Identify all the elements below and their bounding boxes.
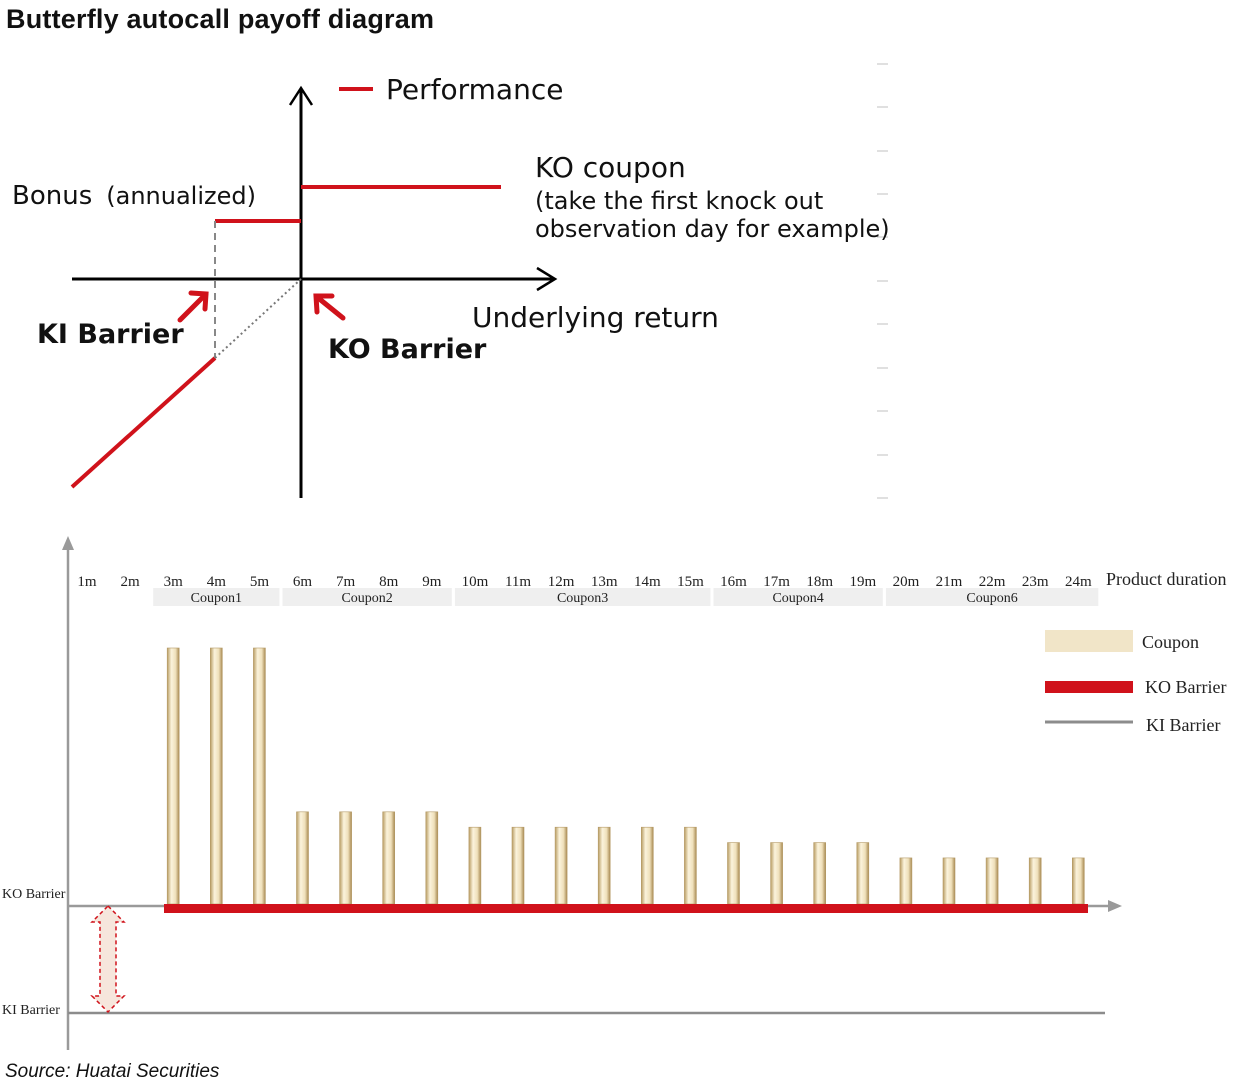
month-label: 6m — [293, 574, 313, 590]
coupon-pillar — [597, 826, 611, 905]
ko-coupon-note-line2: observation day for example) — [535, 215, 890, 243]
ko-barrier-legend-label: KO Barrier — [1145, 677, 1226, 697]
month-label: 22m — [979, 574, 1006, 590]
coupon-pillar — [339, 811, 352, 905]
month-label: 24m — [1065, 574, 1092, 590]
coupon-pillar — [942, 857, 956, 905]
ko-barrier-arrow-icon — [313, 293, 346, 321]
dotted-connector — [214, 278, 302, 359]
coupon-pillar — [425, 811, 439, 905]
coupon-pillar — [210, 647, 223, 905]
coupon-pillar — [468, 826, 482, 905]
month-label: 4m — [207, 574, 227, 590]
coupon-pillar — [813, 842, 827, 905]
month-label: 9m — [422, 574, 442, 590]
coupon-pillar — [253, 647, 266, 905]
month-label: 19m — [849, 574, 876, 590]
timeline-y-axis-arrowhead — [62, 536, 74, 550]
coupon-pillar — [166, 647, 180, 905]
month-label: 10m — [462, 574, 489, 590]
month-labels: 1m 2m 3m 4m 5m 6m 7m 8m 9m 10m 11m 12m 13m 14m 15m 16m 1… — [77, 574, 1092, 590]
coupon-pillar — [899, 857, 913, 905]
coupon-group-boxes: Coupon1 Coupon2 Coupon3 Coupon4 Coupon6 — [153, 588, 1099, 606]
bonus-label: Bonus (annualized) — [12, 181, 256, 211]
coupon-pillar — [554, 826, 568, 905]
coupon-pillar — [856, 842, 870, 905]
month-label: 7m — [336, 574, 356, 590]
ko-barrier-label: KO Barrier — [328, 334, 487, 365]
ko-coupon-note-line1: (take the first knock out — [535, 187, 823, 215]
payoff-x-axis-arrow — [536, 266, 558, 292]
payoff-y-axis-arrow — [288, 85, 314, 106]
payoff-chart: Performance Bonus (annualized) KO coupon … — [12, 63, 890, 499]
coupon-pillars — [166, 647, 1085, 905]
ki-barrier-label: KI Barrier — [37, 319, 184, 350]
month-label: 21m — [936, 574, 963, 590]
coupon-pillar — [727, 842, 740, 905]
ki-barrier-axis-label: KI Barrier — [2, 1003, 60, 1018]
month-label: 2m — [121, 574, 141, 590]
coupon-group-box — [713, 588, 883, 606]
coupon-group-box — [885, 588, 1099, 606]
month-label: 14m — [634, 574, 661, 590]
coupon-group-label: Coupon4 — [772, 591, 823, 606]
coupon-pillar — [770, 842, 783, 905]
month-label: 11m — [505, 574, 531, 590]
month-label: 12m — [548, 574, 575, 590]
underlying-return-label: Underlying return — [472, 301, 719, 334]
product-duration-label: Product duration — [1106, 569, 1226, 589]
performance-line-loss — [70, 356, 217, 489]
month-label: 1m — [77, 574, 97, 590]
month-label: 8m — [379, 574, 399, 590]
ko-barrier-legend-swatch — [1045, 681, 1133, 693]
month-label: 13m — [591, 574, 618, 590]
performance-legend-label: Performance — [386, 73, 563, 106]
coupon-pillar — [640, 826, 654, 905]
month-label: 23m — [1022, 574, 1049, 590]
ko-barrier-axis-label: KO Barrier — [2, 887, 66, 902]
month-label: 20m — [893, 574, 920, 590]
ko-coupon-title: KO coupon — [535, 151, 686, 184]
coupon-legend-label: Coupon — [1142, 632, 1199, 652]
coupon-pillar — [1072, 857, 1085, 905]
source-note: Source: Huatai Securities — [5, 1061, 220, 1082]
month-label: 5m — [250, 574, 270, 590]
coupon-group-box — [282, 588, 452, 606]
coupon-pillar — [296, 811, 309, 905]
month-label: 3m — [164, 574, 184, 590]
coupon-group-label: Coupon6 — [966, 591, 1017, 606]
coupon-group-box — [153, 588, 280, 606]
coupon-group-box — [454, 588, 711, 606]
month-label: 18m — [806, 574, 833, 590]
coupon-pillar — [382, 811, 396, 905]
page-title: Butterfly autocall payoff diagram — [6, 4, 435, 34]
coupon-group-label: Coupon2 — [341, 591, 392, 606]
ko-ki-gap-arrow-icon — [90, 904, 126, 1014]
ki-barrier-arrow-icon — [177, 290, 209, 323]
month-label: 17m — [763, 574, 790, 590]
timeline-chart: Coupon1 Coupon2 Coupon3 Coupon4 Coupon6 1m 2m… — [2, 536, 1226, 1050]
coupon-group-label: Coupon3 — [557, 591, 608, 606]
month-label: 15m — [677, 574, 704, 590]
bonus-label-paren: (annualized) — [106, 182, 256, 210]
month-label: 16m — [720, 574, 747, 590]
coupon-group-label: Coupon1 — [191, 591, 242, 606]
right-tick-marks — [877, 63, 888, 499]
bonus-label-main: Bonus — [12, 181, 92, 211]
coupon-pillar — [985, 857, 999, 905]
coupon-pillar — [511, 826, 525, 905]
coupon-pillar — [1028, 857, 1042, 905]
ko-barrier-bar — [164, 904, 1088, 913]
ki-barrier-legend-label: KI Barrier — [1146, 715, 1220, 735]
coupon-pillar — [684, 826, 697, 905]
coupon-legend-swatch — [1045, 630, 1133, 652]
timeline-x-axis-arrowhead — [1108, 900, 1122, 912]
